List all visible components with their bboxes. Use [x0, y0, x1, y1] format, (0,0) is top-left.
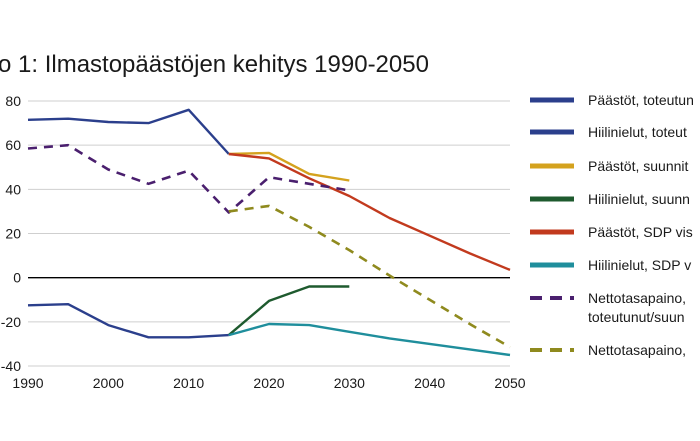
series-line-1 [27, 108, 230, 155]
x-tick-label: 2040 [414, 375, 445, 391]
y-tick-label: -20 [1, 314, 21, 330]
series-line-8 [228, 204, 511, 349]
x-tick-label: 1990 [12, 375, 43, 391]
legend-item: Päästöt, toteutun [530, 92, 694, 108]
y-tick-label: 40 [5, 181, 21, 197]
legend-label: Hiilinielut, SDP v [588, 257, 691, 273]
legend-item: Hiilinielut, SDP v [530, 257, 691, 273]
legend-label: Hiilinielut, toteut [588, 124, 687, 140]
legend-label: Nettotasapaino, [588, 290, 686, 306]
legend-label: Päästöt, toteutun [588, 92, 694, 108]
x-tick-label: 2050 [494, 375, 525, 391]
legend: Päästöt, toteutun Hiilinielut, toteut Pääs… [530, 92, 694, 358]
y-tick-label: 20 [5, 226, 21, 242]
x-tick-label: 2020 [253, 375, 284, 391]
legend-item: Nettotasapaino, toteutunut/suun [530, 290, 686, 325]
legend-label: Hiilinielut, suunn [588, 191, 690, 207]
series-line-3 [228, 151, 350, 182]
legend-item: Hiilinielut, suunn [530, 191, 690, 207]
x-tick-label: 2030 [334, 375, 365, 391]
chart-title: o 1: Ilmastopäästöjen kehitys 1990-2050 [0, 51, 429, 78]
series-line-4 [228, 285, 350, 337]
legend-label-line2: toteutunut/suun [588, 309, 685, 325]
legend-label: Päästöt, SDP vis [588, 224, 693, 240]
legend-item: Nettotasapaino, [530, 342, 686, 358]
x-tick-label: 2000 [93, 375, 124, 391]
series-line-5 [228, 152, 511, 272]
series-lines [27, 108, 511, 357]
series-line-6 [228, 322, 511, 357]
legend-label: Päästöt, suunnit [588, 158, 689, 174]
series-line-7 [27, 143, 350, 214]
legend-item: Päästöt, SDP vis [530, 224, 693, 240]
y-tick-label: 0 [13, 270, 21, 286]
y-tick-label: 60 [5, 137, 21, 153]
y-tick-label: 80 [5, 93, 21, 109]
legend-label: Nettotasapaino, [588, 342, 686, 358]
legend-item: Hiilinielut, toteut [530, 124, 687, 140]
legend-item: Päästöt, suunnit [530, 158, 689, 174]
series-line-2 [27, 303, 229, 339]
x-tick-label: 2010 [173, 375, 204, 391]
y-tick-label: -40 [1, 358, 21, 374]
gridlines [28, 100, 510, 367]
